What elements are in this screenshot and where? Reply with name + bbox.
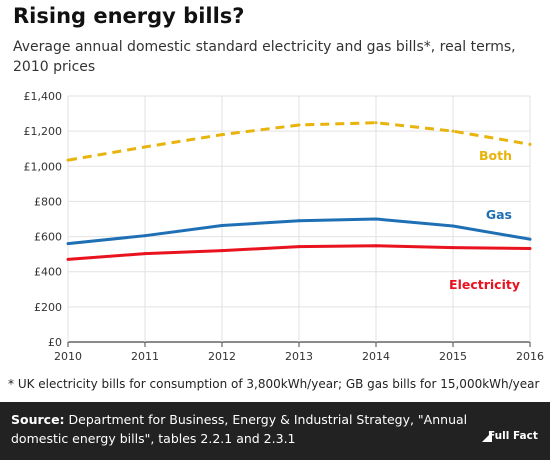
data-point-both (374, 121, 378, 125)
y-axis-tick-labels: £0 £200 £400 £600 £800 £1,000 £1,200 £1,400 (24, 90, 63, 349)
x-tick-label: 2013 (285, 350, 313, 363)
y-tick-label: £400 (34, 266, 62, 279)
data-point-gas (528, 237, 532, 241)
full-fact-logo-icon (482, 432, 492, 442)
y-tick-label: £1,400 (24, 90, 63, 103)
y-tick-label: £600 (34, 231, 62, 244)
series-label-gas: Gas (486, 207, 512, 222)
data-point-both (66, 158, 70, 162)
data-point-both (220, 133, 224, 137)
energy-bills-line-chart: £0 £200 £400 £600 £800 £1,000 £1,200 £1,400 201… (24, 90, 545, 363)
data-point-electricity (374, 244, 378, 248)
chart-footnote: * UK electricity bills for consumption o… (8, 377, 540, 391)
full-fact-logo-text: Full Fact (488, 430, 538, 442)
data-point-both (451, 129, 455, 133)
y-tick-label: £800 (34, 195, 62, 208)
data-point-electricity (220, 249, 224, 253)
x-tick-label: 2011 (131, 350, 159, 363)
y-tick-label: £1,200 (24, 125, 63, 138)
x-axis-tick-labels: 2010 2011 2012 2013 2014 2015 2016 (54, 350, 544, 363)
data-point-gas (297, 219, 301, 223)
data-point-both (297, 123, 301, 127)
data-point-gas (143, 234, 147, 238)
data-point-electricity (297, 245, 301, 249)
data-point-gas (66, 242, 70, 246)
data-point-electricity (66, 257, 70, 261)
data-point-gas (220, 224, 224, 228)
y-tick-label: £0 (48, 336, 62, 349)
data-point-electricity (451, 246, 455, 250)
x-tick-label: 2012 (208, 350, 236, 363)
chart-subtitle: Average annual domestic standard electri… (13, 39, 516, 75)
data-point-both (528, 142, 532, 146)
y-tick-label: £1,000 (24, 160, 63, 173)
x-tick-label: 2016 (516, 350, 544, 363)
series-label-both: Both (479, 148, 512, 163)
y-tick-label: £200 (34, 301, 62, 314)
series-label-electricity: Electricity (449, 277, 520, 292)
source-footer: Source: Department for Business, Energy … (0, 402, 550, 460)
chart-series (66, 121, 532, 261)
x-tick-label: 2014 (362, 350, 390, 363)
data-point-gas (374, 217, 378, 221)
data-point-both (143, 145, 147, 149)
x-tick-label: 2010 (54, 350, 82, 363)
x-tick-label: 2015 (439, 350, 467, 363)
chart-title: Rising energy bills? (13, 4, 245, 28)
source-label: Source: (11, 412, 65, 427)
source-text: Source: Department for Business, Energy … (11, 410, 481, 448)
series-labels: Both Gas Electricity (449, 148, 520, 292)
data-point-electricity (143, 252, 147, 256)
source-citation: Department for Business, Energy & Indust… (11, 412, 468, 446)
data-point-electricity (528, 247, 532, 251)
data-point-gas (451, 224, 455, 228)
